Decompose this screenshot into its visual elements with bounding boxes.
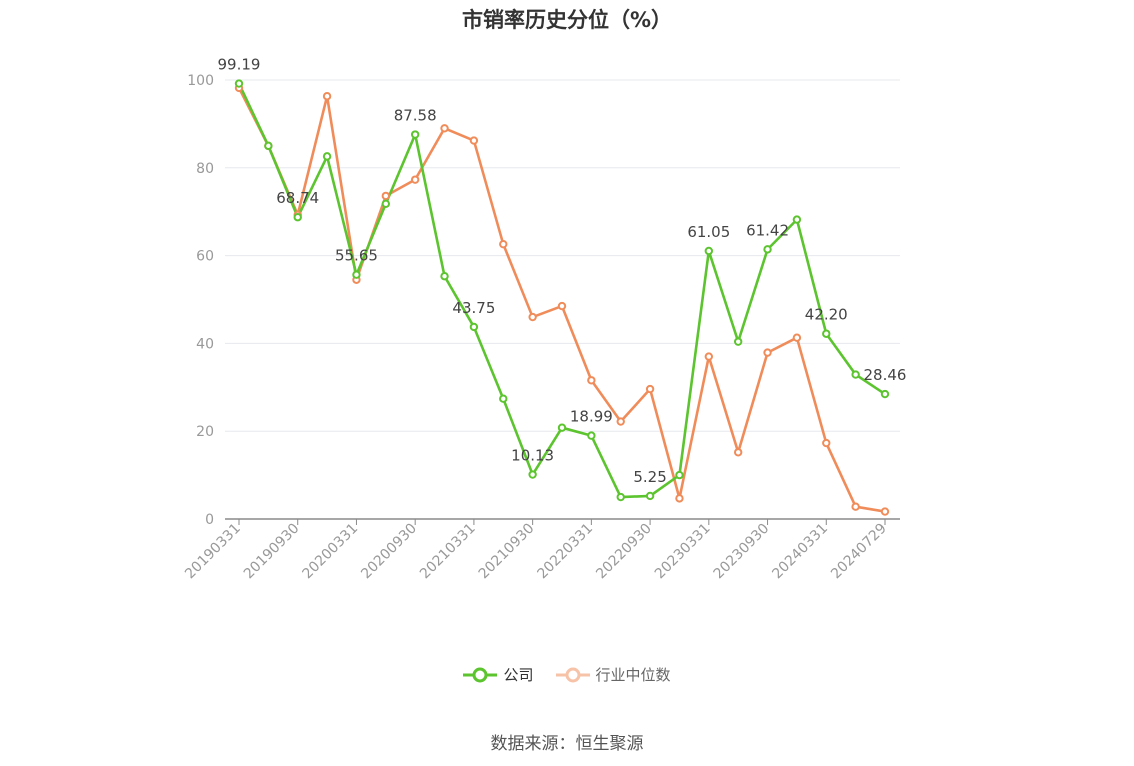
data-point-company xyxy=(499,394,508,403)
data-point-company xyxy=(322,152,332,161)
data-label: 87.58 xyxy=(394,107,437,125)
data-point-industry xyxy=(704,352,714,361)
legend-item-industry[interactable]: 行业中位数 xyxy=(555,664,671,685)
data-point-company xyxy=(822,329,831,338)
data-point-industry xyxy=(410,175,420,184)
data-point-company xyxy=(675,470,684,480)
y-tick-label: 20 xyxy=(196,424,214,440)
data-point-industry xyxy=(733,448,743,457)
x-tick-label: 20200331 xyxy=(300,521,362,583)
data-point-company xyxy=(381,199,391,208)
data-point-company xyxy=(645,491,655,501)
chart-title: 市销率历史分位（%） xyxy=(461,8,673,32)
x-tick-label: 20200930 xyxy=(358,521,420,583)
data-point-company xyxy=(469,322,479,332)
series-line-industry xyxy=(237,87,886,513)
data-point-industry xyxy=(528,312,537,322)
data-point-company xyxy=(616,492,625,502)
legend-label-industry: 行业中位数 xyxy=(595,666,671,684)
data-label: 28.46 xyxy=(864,366,907,384)
data-point-industry xyxy=(381,191,391,201)
legend-marker-industry xyxy=(555,667,590,682)
data-point-industry xyxy=(792,333,802,342)
data-label: 61.42 xyxy=(746,221,789,239)
y-tick-label: 0 xyxy=(205,512,214,528)
x-tick-label: 20240331 xyxy=(769,521,831,583)
x-tick-label: 20230331 xyxy=(652,521,714,583)
data-point-company xyxy=(410,130,420,139)
legend-marker-company xyxy=(463,667,498,682)
data-label: 42.20 xyxy=(805,306,848,324)
data-label: 55.65 xyxy=(335,247,378,265)
data-point-company xyxy=(528,470,537,479)
data-point-company xyxy=(264,141,273,151)
x-tick-label: 20230930 xyxy=(711,521,773,583)
data-point-industry xyxy=(440,124,449,133)
x-tick-label: 20190930 xyxy=(241,521,303,583)
data-point-company xyxy=(587,431,596,440)
data-label: 10.13 xyxy=(511,447,554,465)
data-label: 43.75 xyxy=(452,299,495,317)
data-point-industry xyxy=(322,92,332,101)
data-point-company xyxy=(352,270,361,279)
data-point-company xyxy=(704,246,714,256)
data-point-industry xyxy=(469,136,479,145)
data-point-company xyxy=(733,337,743,346)
line-chart: 0 20 40 60 80 100 2019033120190930202003312020… xyxy=(182,56,907,583)
data-point-industry xyxy=(645,384,655,394)
data-point-industry xyxy=(557,301,567,311)
data-label: 61.05 xyxy=(687,223,730,241)
y-tick-label: 60 xyxy=(196,249,214,265)
data-point-company xyxy=(880,389,890,399)
data-label: 5.25 xyxy=(633,468,666,486)
data-label: 68.74 xyxy=(276,189,319,207)
y-tick-label: 100 xyxy=(187,73,214,89)
data-point-industry xyxy=(587,376,596,385)
x-tick-label: 20210331 xyxy=(417,521,479,583)
y-tick-label: 80 xyxy=(196,161,214,177)
data-point-industry xyxy=(763,348,772,357)
data-point-industry xyxy=(499,239,508,249)
data-point-industry xyxy=(675,494,684,503)
legend-label-company: 公司 xyxy=(503,666,534,684)
data-source: 数据来源：恒生聚源 xyxy=(490,734,644,754)
data-point-company xyxy=(851,370,860,379)
data-point-industry xyxy=(822,438,831,448)
data-label: 18.99 xyxy=(570,408,613,426)
x-tick-label: 20220331 xyxy=(534,521,596,583)
data-point-industry xyxy=(851,502,860,511)
data-point-industry xyxy=(616,417,625,426)
y-tick-label: 40 xyxy=(196,336,214,352)
data-point-industry xyxy=(880,507,890,516)
data-point-company xyxy=(792,215,802,224)
data-label: 99.19 xyxy=(218,56,261,74)
data-point-company xyxy=(293,213,302,222)
data-point-company xyxy=(763,245,772,254)
x-tick-label: 20210930 xyxy=(476,521,538,583)
legend-item-company[interactable]: 公司 xyxy=(463,664,534,685)
x-tick-label: 20190331 xyxy=(182,521,244,583)
data-point-company xyxy=(557,423,567,432)
x-tick-label: 20220930 xyxy=(593,521,655,583)
data-point-company xyxy=(234,79,244,88)
legend: 公司 行业中位数 xyxy=(0,664,1134,685)
data-point-company xyxy=(440,272,449,281)
x-tick-label: 20240729 xyxy=(828,521,890,583)
